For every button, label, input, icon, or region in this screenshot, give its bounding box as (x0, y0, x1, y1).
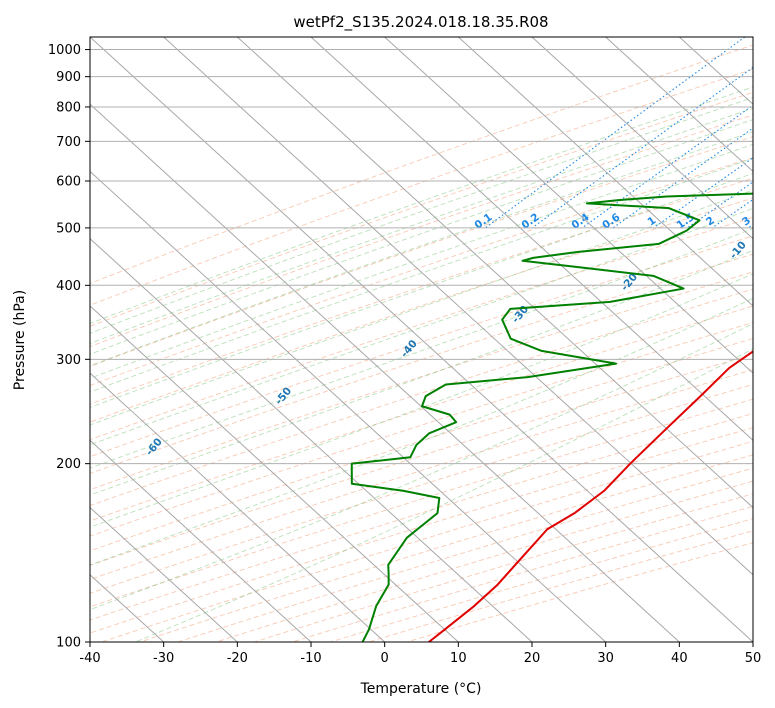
isotherm (90, 305, 459, 642)
dry-adiabat (90, 136, 753, 367)
y-axis-label: Pressure (hPa) (12, 290, 28, 390)
moist-adiabat (90, 107, 753, 344)
isotherm (457, 37, 753, 307)
mixing-ratio-label: 0.4 (569, 211, 591, 232)
y-tick-label: 100 (56, 636, 81, 651)
x-tick-label: -10 (300, 651, 321, 666)
plot-frame (89, 36, 754, 643)
isotherm-label: -50 (273, 385, 294, 407)
y-tick-label: 400 (56, 279, 81, 294)
x-tick-label: 10 (450, 651, 467, 666)
isotherm (163, 37, 753, 576)
moist-adiabat (90, 143, 753, 379)
mixing-ratio-line (485, 37, 746, 229)
isotherm (90, 372, 386, 642)
x-tick-label: 0 (381, 651, 389, 666)
x-tick-label: 20 (524, 651, 541, 666)
plot-area: 0.10.20.40.611.52346810131620253036-100-… (17, 37, 775, 642)
x-tick-label: -20 (227, 651, 248, 666)
moist-adiabat (90, 157, 753, 393)
mixing-ratio-label: 0.1 (473, 211, 495, 232)
y-tick-label: 800 (56, 100, 81, 115)
mixing-ratio-label: 4 (767, 214, 775, 228)
isotherm-label: -70 (17, 485, 38, 507)
mixing-ratio-line (687, 181, 753, 229)
moist-adiabat (90, 297, 753, 566)
y-tick-label: 500 (56, 221, 81, 236)
dry-adiabat (139, 454, 753, 642)
dry-adiabat (101, 440, 753, 642)
x-tick-label: 50 (745, 651, 762, 666)
moist-adiabat (90, 172, 753, 408)
dewpoint-profile (350, 192, 753, 642)
moist-adiabat (90, 323, 753, 611)
dry-adiabat (368, 530, 753, 642)
y-tick-label: 200 (56, 457, 81, 472)
isotherm (90, 237, 533, 642)
dry-adiabat (90, 271, 753, 491)
isotherm (90, 103, 680, 642)
mixing-ratio-label: 0.6 (600, 211, 622, 232)
moist-adiabat (90, 189, 753, 426)
isotherm-label: -60 (144, 436, 165, 458)
dry-adiabat (90, 413, 753, 621)
isotherm (90, 37, 753, 642)
x-tick-label: 30 (597, 651, 614, 666)
y-tick-label: 900 (56, 70, 81, 85)
dry-adiabat (90, 177, 753, 405)
y-tick-label: 300 (56, 353, 81, 368)
dry-adiabat (292, 505, 753, 642)
mixing-ratio-line (612, 127, 753, 229)
dry-adiabat (90, 353, 753, 566)
isotherm (90, 170, 607, 642)
x-tick-label: -40 (79, 651, 100, 666)
moist-adiabat (90, 227, 753, 469)
dry-adiabat (90, 235, 753, 458)
y-tick-label: 1000 (48, 43, 81, 58)
mixing-ratio-label: 3 (740, 214, 753, 228)
dry-adiabat (90, 253, 753, 474)
axis-ticks: -40 -30 -20 -10 0 10 20 30 40 50 100 200 300 400 500 60… (48, 43, 761, 666)
isotherm (605, 37, 753, 173)
temperature-profile (428, 350, 753, 642)
isotherm (90, 506, 238, 642)
dry-adiabat (215, 480, 753, 642)
dry-adiabat (90, 427, 753, 634)
x-axis-label: Temperature (°C) (360, 681, 482, 697)
isotherm (531, 37, 753, 240)
moist-adiabat (90, 119, 753, 355)
mixing-ratio-label: 0.2 (519, 211, 541, 232)
dry-adiabat (90, 216, 753, 441)
mixing-ratio-line (581, 104, 753, 229)
x-tick-label: 40 (671, 651, 688, 666)
isotherm (90, 439, 312, 642)
isotherm (752, 37, 753, 38)
y-tick-label: 700 (56, 135, 81, 150)
isotherm (236, 37, 753, 509)
dry-adiabat (177, 467, 753, 642)
moist-adiabat (90, 273, 753, 528)
mixing-ratio-line (748, 224, 753, 229)
moist-adiabat (90, 207, 753, 446)
mixing-ratio-line (711, 198, 753, 229)
isotherm (310, 37, 753, 442)
x-tick-label: -30 (153, 651, 174, 666)
chart-title: wetPf2_S135.2024.018.18.35.R08 (293, 13, 548, 32)
isotherm-label: -40 (399, 338, 420, 360)
moist-adiabat (90, 131, 753, 367)
y-tick-label: 600 (56, 174, 81, 189)
isotherm (384, 37, 753, 374)
dry-adiabat (90, 338, 753, 552)
